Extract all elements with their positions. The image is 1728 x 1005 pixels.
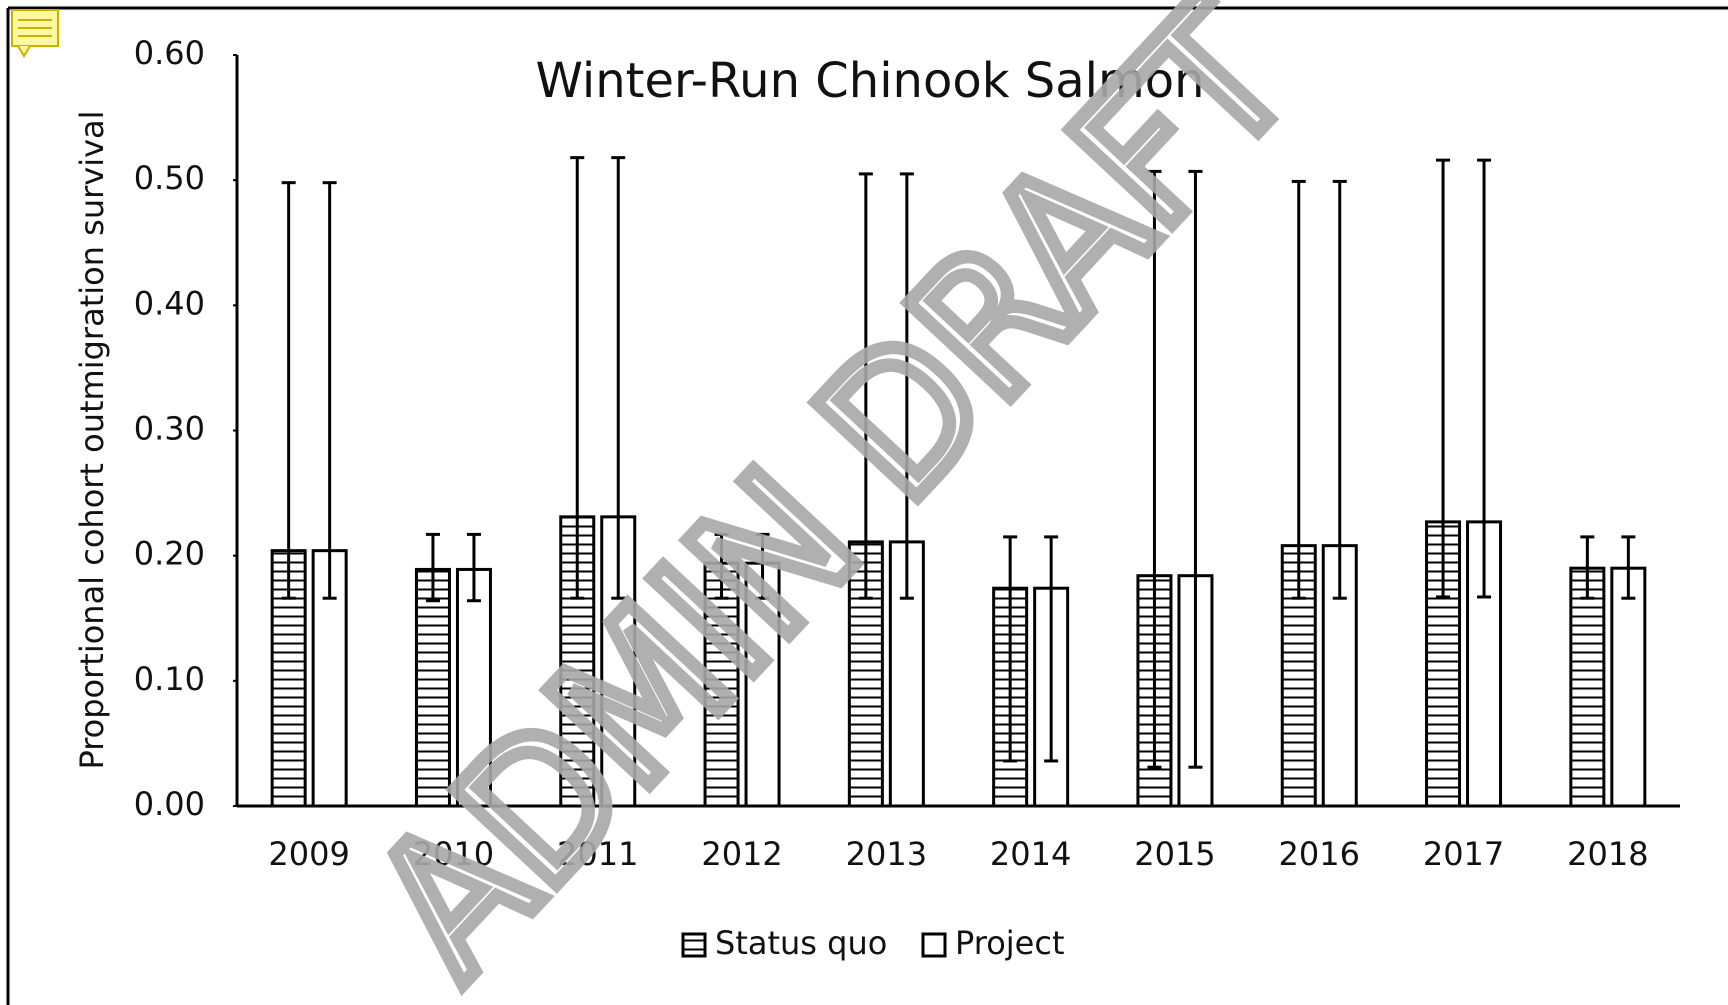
error-bar bbox=[755, 532, 770, 600]
error-bar bbox=[1580, 535, 1595, 600]
error-bar bbox=[1332, 179, 1347, 600]
y-tick-label: 0.50 bbox=[134, 159, 205, 197]
y-tick-label: 0.60 bbox=[134, 34, 205, 72]
x-tick-label: 2010 bbox=[413, 835, 494, 873]
error-bar bbox=[899, 172, 914, 600]
error-bar bbox=[1436, 158, 1451, 599]
error-bar bbox=[1003, 535, 1018, 763]
bar bbox=[744, 561, 781, 808]
legend-swatch bbox=[681, 932, 707, 958]
error-bar bbox=[1044, 535, 1059, 763]
error-bar bbox=[1291, 179, 1306, 600]
x-tick-label: 2014 bbox=[990, 835, 1071, 873]
bar bbox=[1610, 566, 1647, 808]
error-bar bbox=[1621, 535, 1636, 600]
x-tick-label: 2013 bbox=[846, 835, 927, 873]
x-tick-label: 2015 bbox=[1134, 835, 1215, 873]
x-tick-label: 2018 bbox=[1567, 835, 1648, 873]
x-tick-label: 2016 bbox=[1279, 835, 1360, 873]
error-bar bbox=[570, 156, 585, 600]
y-tick-label: 0.00 bbox=[134, 785, 205, 823]
x-tick-label: 2009 bbox=[268, 835, 349, 873]
x-tick-label: 2017 bbox=[1423, 835, 1504, 873]
bar bbox=[1569, 566, 1606, 808]
y-tick-label: 0.10 bbox=[134, 660, 205, 698]
legend-label: Project bbox=[955, 924, 1064, 962]
error-bar bbox=[322, 181, 337, 600]
error-bar bbox=[611, 156, 626, 600]
chart-title: Winter-Run Chinook Salmon bbox=[535, 53, 1204, 109]
y-tick-label: 0.30 bbox=[134, 410, 205, 448]
error-bar bbox=[1477, 158, 1492, 599]
y-tick-label: 0.20 bbox=[134, 535, 205, 573]
error-bar bbox=[1147, 169, 1162, 769]
error-bar bbox=[858, 172, 873, 600]
error-bar bbox=[466, 532, 481, 603]
y-axis-label: Proportional cohort outmigration surviva… bbox=[73, 110, 111, 769]
error-bar bbox=[1188, 169, 1203, 769]
legend-swatch bbox=[921, 932, 947, 958]
legend-label: Status quo bbox=[715, 924, 887, 962]
y-tick-label: 0.40 bbox=[134, 284, 205, 322]
error-bar bbox=[281, 181, 296, 600]
comment-icon[interactable] bbox=[11, 9, 59, 58]
x-tick-label: 2012 bbox=[701, 835, 782, 873]
error-bar bbox=[714, 532, 729, 600]
error-bar bbox=[425, 532, 440, 603]
x-tick-label: 2011 bbox=[557, 835, 638, 873]
